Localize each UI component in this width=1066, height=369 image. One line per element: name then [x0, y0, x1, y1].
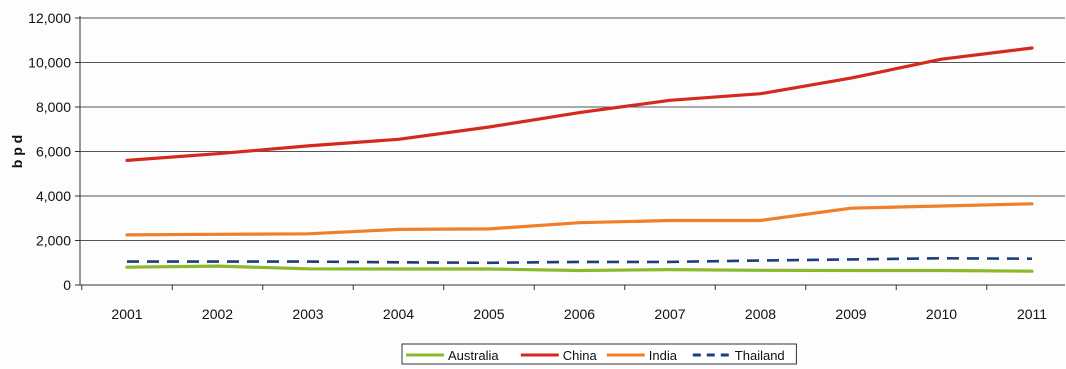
legend: Australia China India Thailand [401, 343, 797, 365]
y-tick-label: 2,000 [36, 233, 71, 249]
y-axis-title: b p d [9, 135, 25, 168]
y-tick-label: 0 [63, 277, 71, 293]
legend-label-australia: Australia [448, 348, 499, 363]
x-tick-label: 2009 [835, 306, 866, 322]
y-tick-label: 6,000 [36, 144, 71, 160]
x-tick-label: 2002 [202, 306, 233, 322]
series-line-australia [125, 264, 1034, 273]
x-tick-label: 2011 [1017, 306, 1047, 322]
legend-label-india: India [649, 348, 678, 363]
x-tick-label: 2008 [745, 306, 776, 322]
y-tick-label: 10,000 [28, 55, 71, 71]
x-tick-label: 2010 [926, 306, 957, 322]
series-lines [125, 46, 1034, 273]
legend-label-thailand: Thailand [735, 348, 785, 363]
axes [75, 16, 1065, 290]
legend-label-china: China [563, 348, 598, 363]
x-tick-label: 2004 [383, 306, 414, 322]
series-line-thailand [127, 256, 1033, 265]
x-tick-label: 2006 [564, 306, 595, 322]
x-tick-label: 2005 [473, 306, 504, 322]
legend-box [401, 343, 797, 365]
x-tick-label: 2007 [654, 306, 685, 322]
y-tick-label: 4,000 [36, 188, 71, 204]
y-tick-label: 12,000 [28, 10, 71, 26]
x-tick-label: 2001 [111, 306, 142, 322]
tick-labels: 0 2,000 4,000 6,000 8,000 10,000 12,000 2001 200… [9, 10, 1047, 322]
x-tick-label: 2003 [292, 306, 323, 322]
series-line-india [125, 202, 1034, 237]
series-line-china [125, 46, 1034, 162]
y-tick-label: 8,000 [36, 99, 71, 115]
